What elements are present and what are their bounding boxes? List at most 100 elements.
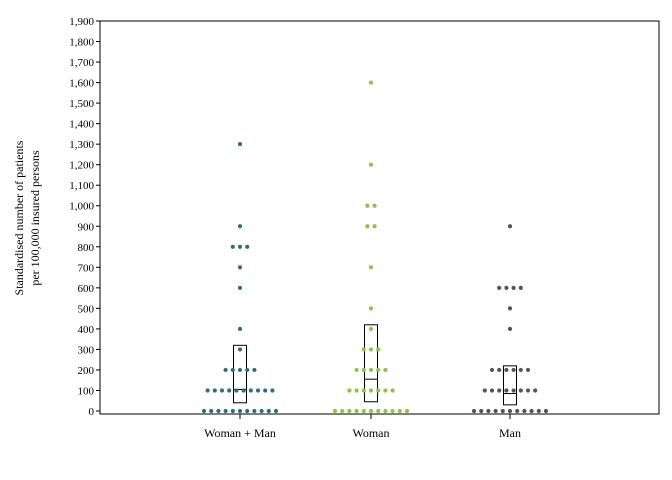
data-point (518, 388, 523, 393)
data-point (237, 408, 243, 414)
data-point (223, 367, 228, 373)
y-tick-label: 100 (78, 385, 95, 397)
data-point (368, 347, 374, 352)
data-point (354, 408, 359, 414)
data-point (397, 408, 402, 414)
data-point (507, 326, 513, 331)
data-point (390, 408, 395, 414)
data-point (332, 408, 338, 414)
iqr-box (503, 365, 517, 406)
data-point (361, 347, 366, 352)
data-point (368, 388, 374, 393)
data-point (205, 388, 210, 393)
data-point (354, 367, 359, 373)
iqr-box (233, 344, 247, 404)
data-point (361, 367, 366, 373)
y-tick-label: 1,900 (69, 16, 94, 28)
data-point (479, 408, 484, 414)
data-point (266, 408, 271, 414)
data-point (376, 408, 381, 414)
data-point (212, 388, 217, 393)
data-point (372, 224, 377, 229)
data-point (507, 306, 513, 311)
y-tick-label: 900 (78, 221, 95, 233)
data-point (507, 224, 513, 229)
data-point (230, 244, 235, 249)
data-point (372, 203, 377, 208)
data-point (368, 265, 374, 270)
data-point (511, 367, 516, 373)
y-tick-label: 800 (78, 242, 95, 254)
data-point (365, 224, 370, 229)
x-category-label: Man (499, 426, 521, 440)
x-axis: Woman + Man Woman Man (204, 414, 521, 440)
y-tick-label: 500 (78, 303, 95, 315)
data-point (507, 408, 513, 414)
y-axis: 0 100 200 300 400 500 600 700 800 900 1,000 1,100 1,… (69, 16, 100, 418)
x-category-label: Woman (352, 426, 389, 440)
data-point (529, 408, 534, 414)
data-point (263, 388, 268, 393)
y-tick-label: 1,200 (69, 160, 94, 172)
data-point (383, 388, 388, 393)
y-tick-label: 1,600 (69, 78, 94, 90)
y-tick-label: 0 (89, 406, 95, 418)
y-tick-label: 300 (78, 344, 95, 356)
y-tick-label: 200 (78, 365, 95, 377)
box-group (233, 324, 517, 406)
data-point (511, 285, 516, 290)
data-point (252, 408, 257, 414)
data-point (536, 408, 541, 414)
data-point (500, 408, 505, 414)
data-point (223, 408, 228, 414)
data-point (237, 142, 243, 147)
data-point (525, 388, 531, 393)
data-point (219, 388, 225, 393)
data-point (489, 388, 495, 393)
y-tick-label: 1,500 (69, 98, 94, 110)
data-point (383, 408, 388, 414)
data-point (533, 388, 538, 393)
data-point (347, 408, 352, 414)
data-point (482, 388, 487, 393)
data-point (368, 367, 374, 373)
data-point (237, 285, 243, 290)
data-point (209, 408, 214, 414)
data-point (543, 408, 549, 414)
data-point (216, 408, 221, 414)
data-point (252, 367, 257, 373)
data-point (237, 326, 243, 331)
y-tick-label: 1,700 (69, 57, 94, 69)
data-point (241, 388, 246, 393)
y-tick-label: 1,100 (69, 180, 94, 192)
data-point (237, 224, 243, 229)
y-tick-label: 600 (78, 283, 95, 295)
data-point (245, 244, 250, 249)
data-point (515, 408, 520, 414)
data-point (497, 285, 502, 290)
y-tick-label: 700 (78, 262, 95, 274)
y-tick-label: 1,300 (69, 139, 94, 151)
data-point (245, 367, 250, 373)
data-point (237, 265, 243, 270)
data-point (376, 347, 381, 352)
y-tick-label: 1,800 (69, 37, 94, 49)
data-point (234, 388, 239, 393)
data-point (365, 203, 370, 208)
data-point (230, 408, 235, 414)
data-point (497, 367, 502, 373)
data-point (368, 80, 374, 85)
data-point (368, 162, 374, 167)
data-point (270, 388, 275, 393)
data-point (245, 408, 250, 414)
data-point (361, 408, 366, 414)
data-point (237, 244, 243, 249)
data-point (347, 388, 352, 393)
y-tick-label: 400 (78, 324, 95, 336)
y-axis-title-line-1: Standardised number of patients (12, 140, 26, 295)
data-point (383, 367, 388, 373)
y-tick-label: 1,000 (69, 201, 94, 213)
data-point (230, 367, 235, 373)
data-point (354, 388, 359, 393)
data-point (518, 285, 523, 290)
